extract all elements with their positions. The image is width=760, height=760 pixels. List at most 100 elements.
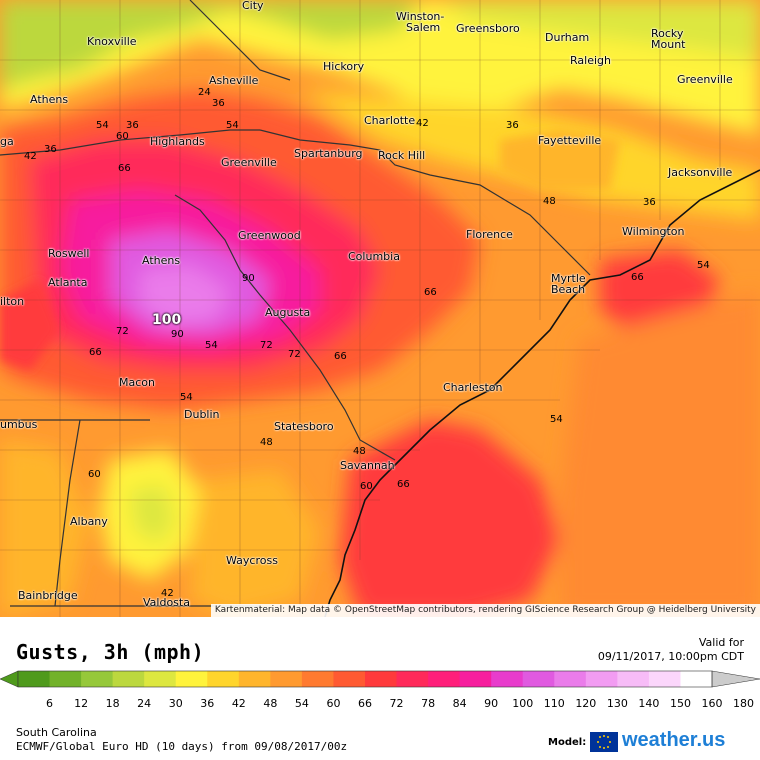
city-label-athens-tn: Athens — [30, 93, 69, 106]
scale-swatch — [585, 671, 618, 687]
valid-label: Valid for — [698, 636, 744, 649]
city-label-winston-salem-2: Salem — [406, 21, 441, 34]
city-label-city: City — [242, 0, 264, 12]
city-label-rocky-mount-1: Rocky — [651, 27, 684, 40]
city-label-columbus: umbus — [0, 418, 38, 431]
scale-tick-label: 18 — [105, 697, 120, 710]
city-label-albany: Albany — [70, 515, 108, 528]
city-label-raleigh: Raleigh — [570, 54, 611, 67]
city-label-greenwood: Greenwood — [238, 229, 301, 242]
city-label-augusta: Augusta — [265, 306, 311, 319]
scale-tick-label: 90 — [484, 697, 499, 710]
scale-tick-label: 24 — [137, 697, 152, 710]
scale-swatch — [112, 671, 145, 687]
city-label-knoxville: Knoxville — [87, 35, 137, 48]
map-title: Gusts, 3h (mph) — [16, 640, 205, 664]
city-label-greenville-sc: Greenville — [221, 156, 277, 169]
scale-swatch — [459, 671, 492, 687]
contour-label: 42 — [416, 118, 429, 129]
scale-tick-label: 42 — [231, 697, 246, 710]
scale-tick-label: 84 — [452, 697, 467, 710]
contour-label: 60 — [360, 481, 373, 492]
contour-label: 42 — [161, 588, 174, 599]
city-label-waycross: Waycross — [226, 554, 278, 567]
contour-label: 42 — [24, 151, 37, 162]
city-label-atlanta: Atlanta — [48, 276, 88, 289]
contour-label: 66 — [397, 479, 410, 490]
city-label-statesboro: Statesboro — [274, 420, 334, 433]
contour-label: 66 — [631, 272, 644, 283]
city-label-jacksonville: Jacksonville — [668, 166, 733, 179]
scale-swatch — [680, 671, 713, 687]
model-info: ECMWF/Global Euro HD (10 days) from 09/0… — [16, 740, 348, 753]
contour-label: 24 — [198, 87, 211, 98]
city-label-greenville-nc: Greenville — [677, 73, 733, 86]
scale-swatch — [522, 671, 555, 687]
city-label-florence: Florence — [466, 228, 513, 241]
scale-swatch — [365, 671, 398, 687]
scale-tick-label: 100 — [512, 697, 534, 710]
scale-tick-label: 36 — [200, 697, 215, 710]
scale-swatch — [270, 671, 303, 687]
scale-swatch — [207, 671, 240, 687]
max-gust-label: 100 — [152, 312, 182, 328]
scale-swatch — [396, 671, 429, 687]
scale-swatch — [144, 671, 177, 687]
city-label-myrtle-beach-2: Beach — [551, 283, 586, 296]
valid-time: Valid for 09/11/2017, 10:00pm CDT — [598, 636, 744, 664]
contour-label: 54 — [96, 120, 109, 131]
scale-tick-label: 110 — [543, 697, 565, 710]
scale-swatch — [238, 671, 271, 687]
city-label-macon: Macon — [119, 376, 155, 389]
contour-label: 66 — [89, 347, 102, 358]
scale-swatch — [49, 671, 82, 687]
scale-swatch — [333, 671, 366, 687]
contour-label: 54 — [697, 260, 710, 271]
city-label-fayetteville: Fayetteville — [538, 134, 602, 147]
city-label-myrtle-beach-1: Myrtle — [551, 272, 586, 285]
city-label-greensboro: Greensboro — [456, 22, 520, 35]
city-label-charlotte: Charlotte — [364, 114, 416, 127]
contour-label: 66 — [334, 351, 347, 362]
scale-tick-label: 6 — [46, 697, 54, 710]
state-borders — [0, 0, 591, 607]
contour-label: 66 — [424, 287, 437, 298]
city-label-spartanburg: Spartanburg — [294, 147, 363, 160]
contour-label: 48 — [353, 446, 366, 457]
contour-label: 60 — [88, 469, 101, 480]
brand-logo[interactable]: weather.us — [622, 729, 726, 751]
scale-swatch — [554, 671, 587, 687]
contour-label: 72 — [260, 340, 273, 351]
contour-label: 54 — [205, 340, 218, 351]
city-label-athens-ga: Athens — [142, 254, 181, 267]
contour-label: 54 — [550, 414, 563, 425]
scale-tick-label: 140 — [638, 697, 660, 710]
scale-swatch — [175, 671, 208, 687]
scale-swatch — [617, 671, 650, 687]
model-label: Model: — [548, 737, 587, 748]
scale-swatch — [491, 671, 524, 687]
scale-tick-label: 120 — [575, 697, 597, 710]
scale-arrow-right — [711, 670, 760, 688]
contour-label: 90 — [171, 329, 184, 340]
scale-swatch — [81, 671, 114, 687]
map-attribution: Kartenmaterial: Map data © OpenStreetMap… — [210, 604, 760, 617]
contour-label: 36 — [506, 120, 519, 131]
scale-tick-label: 48 — [263, 697, 278, 710]
contour-label: 90 — [242, 273, 255, 284]
city-label-valdosta: Valdosta — [143, 596, 190, 609]
color-scale — [0, 670, 760, 688]
contour-label: 72 — [116, 326, 129, 337]
valid-datetime: 09/11/2017, 10:00pm CDT — [597, 650, 744, 663]
city-label-roswell: Roswell — [48, 247, 90, 260]
gust-map — [0, 0, 760, 617]
city-label-bainbridge: Bainbridge — [18, 589, 78, 602]
eu-flag-icon — [590, 732, 618, 752]
scale-tick-label: 72 — [389, 697, 404, 710]
contour-label: 48 — [543, 196, 556, 207]
contour-label: 60 — [116, 131, 129, 142]
scale-frame — [17, 670, 713, 688]
county-borders — [0, 0, 760, 617]
contour-label: 72 — [288, 349, 301, 360]
scale-tick-label: 60 — [326, 697, 341, 710]
